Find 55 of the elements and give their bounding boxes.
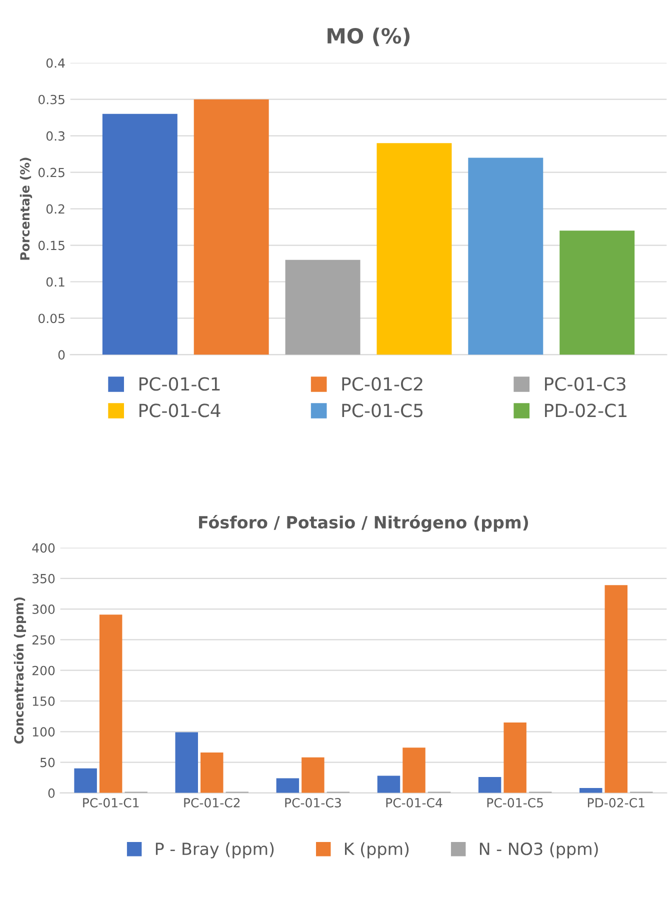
bar	[276, 778, 300, 793]
y-tick-label: 0.15	[38, 240, 64, 250]
x-tick-label: PC-01-C4	[386, 798, 442, 808]
y-tick-label: 0.25	[38, 168, 64, 178]
bar	[74, 768, 97, 793]
bar	[285, 260, 360, 355]
bar	[102, 114, 178, 355]
legend-label: PD-02-C1	[545, 404, 626, 418]
bar	[302, 757, 324, 793]
y-tick-label: 0.05	[38, 314, 64, 324]
x-tick-label: PC-01-C1	[83, 798, 139, 808]
bar	[99, 614, 122, 793]
chart-title: MO (%)	[328, 28, 410, 46]
y-tick-label: 0	[58, 350, 65, 360]
legend-label: PC-01-C2	[342, 377, 422, 391]
y-tick-label: 200	[32, 666, 55, 676]
y-tick-label: 0	[48, 788, 55, 798]
legend-label: PC-01-C3	[545, 377, 626, 391]
legend-label: P - Bray (ppm)	[156, 842, 274, 858]
y-tick-label: 250	[32, 635, 55, 645]
bar	[468, 158, 544, 355]
bar	[175, 732, 198, 793]
y-tick-label: 0.1	[46, 277, 64, 287]
legend-label: K (ppm)	[345, 842, 409, 858]
bar	[377, 776, 400, 793]
bar	[478, 777, 502, 793]
y-tick-label: 0.2	[46, 204, 64, 214]
y-tick-label: 150	[32, 696, 55, 706]
bar	[376, 143, 452, 355]
y-axis-title: Concentración (ppm)	[13, 597, 26, 744]
y-tick-label: 0.3	[46, 131, 64, 141]
legend-label: PC-01-C1	[140, 377, 220, 391]
legend-label: PC-01-C4	[140, 404, 220, 418]
y-axis-title: Porcentaje (%)	[20, 158, 32, 260]
y-tick-label: 100	[32, 727, 55, 737]
y-tick-label: 350	[32, 574, 55, 584]
bar	[194, 99, 269, 355]
bar	[402, 748, 426, 793]
y-tick-label: 50	[40, 758, 55, 768]
x-tick-label: PC-01-C5	[487, 798, 543, 808]
legend-label: N - NO3 (ppm)	[480, 842, 598, 858]
chart-title: Fósforo / Potasio / Nitrógeno (ppm)	[199, 515, 528, 532]
y-tick-label: 400	[32, 543, 55, 553]
y-tick-label: 0.4	[46, 58, 65, 68]
bar	[579, 788, 602, 793]
legend-label: PC-01-C5	[342, 404, 423, 418]
bar	[604, 585, 628, 793]
y-tick-label: 0.35	[38, 94, 64, 104]
bar	[504, 722, 526, 793]
y-tick-label: 300	[32, 604, 55, 614]
x-tick-label: PD-02-C1	[588, 798, 644, 808]
x-tick-label: PC-01-C3	[285, 798, 341, 808]
bar	[200, 752, 224, 793]
bar	[560, 230, 635, 355]
x-tick-label: PC-01-C2	[184, 798, 240, 808]
